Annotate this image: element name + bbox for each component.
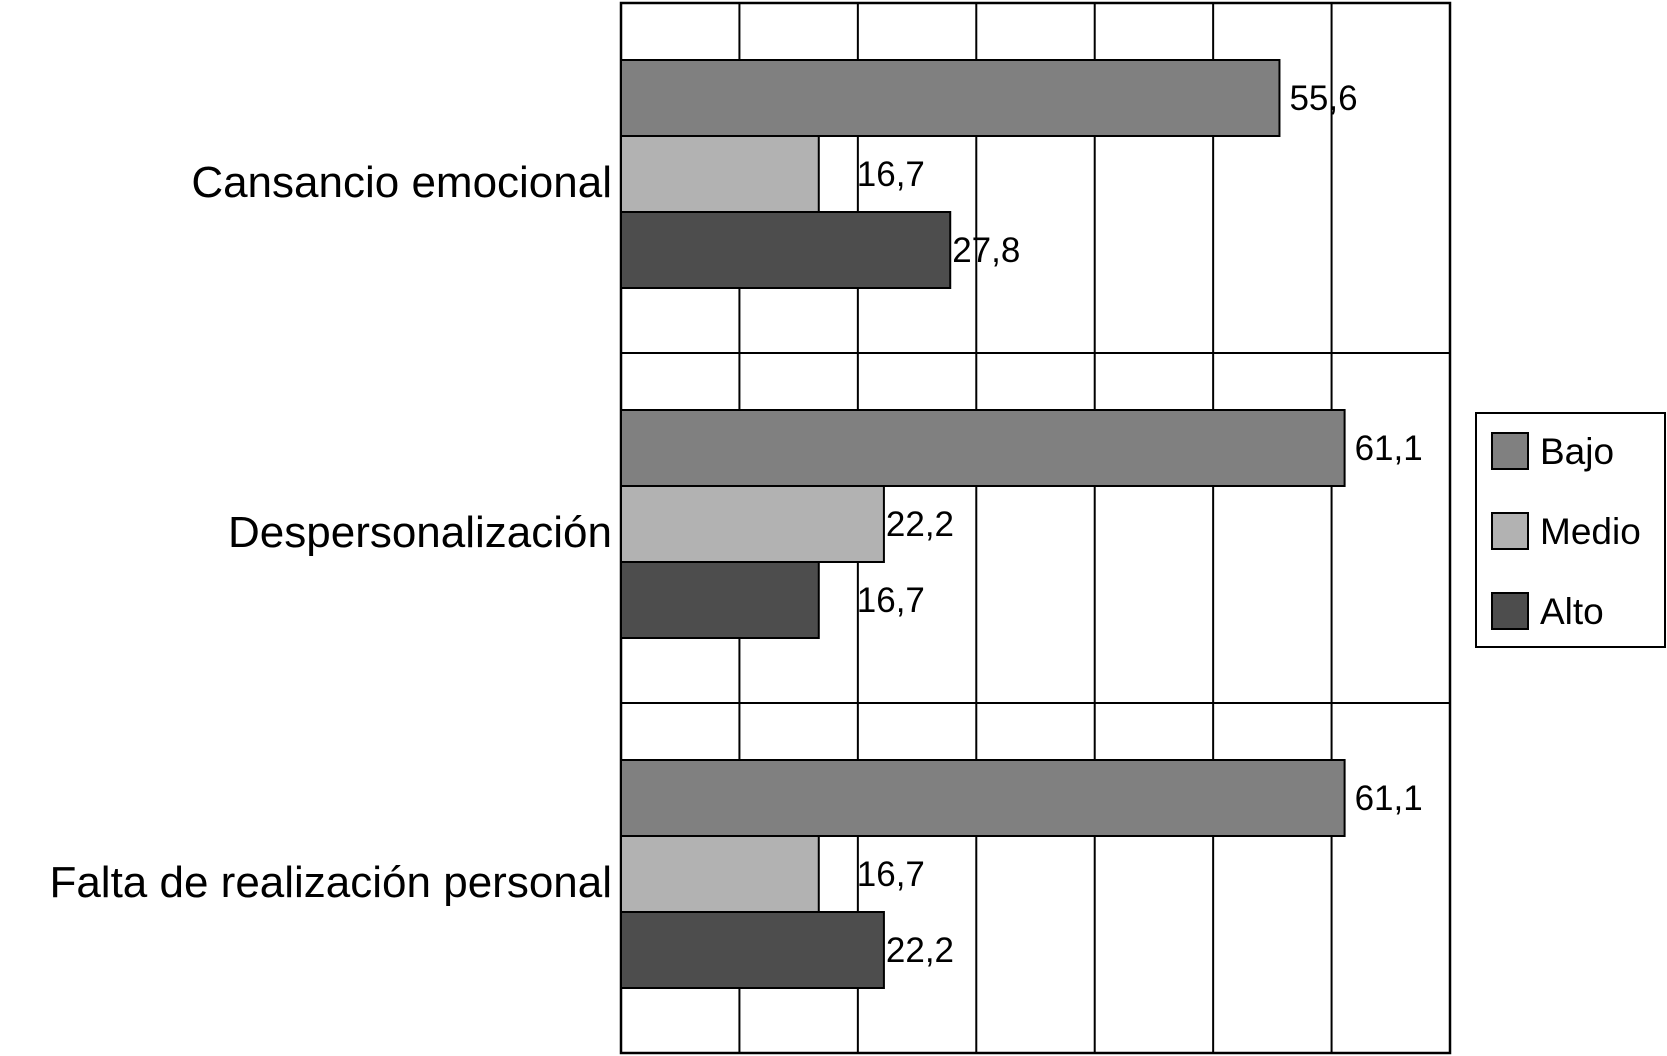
gridlines xyxy=(619,1,1452,1055)
data-label: 16,7 xyxy=(857,581,925,620)
bar-medio xyxy=(620,485,885,563)
legend-label: Medio xyxy=(1540,511,1641,552)
data-label: 55,6 xyxy=(1289,79,1357,118)
legend-label: Alto xyxy=(1540,591,1604,632)
bar-alto xyxy=(620,211,952,289)
bar-bajo xyxy=(620,59,1281,137)
bar-bajo xyxy=(620,759,1346,837)
data-label: 27,8 xyxy=(952,231,1020,270)
legend-label: Bajo xyxy=(1540,431,1614,472)
data-label: 16,7 xyxy=(857,155,925,194)
data-labels: 55,6 16,7 27,8 61,1 22,2 16,7 61,1 16,7 22,2 xyxy=(857,79,1423,970)
bars xyxy=(620,59,1346,989)
legend-swatch-alto xyxy=(1491,592,1529,630)
category-label: Despersonalización xyxy=(228,508,612,557)
data-label: 61,1 xyxy=(1355,779,1423,818)
legend: Bajo Medio Alto xyxy=(1475,412,1666,648)
legend-swatch-medio xyxy=(1491,512,1529,550)
bar-alto xyxy=(620,911,885,989)
bar-medio xyxy=(620,135,820,213)
category-label: Falta de realización personal xyxy=(49,858,612,907)
bar-medio xyxy=(620,835,820,913)
data-label: 61,1 xyxy=(1355,429,1423,468)
bar-bajo xyxy=(620,409,1346,487)
legend-swatch-bajo xyxy=(1491,432,1529,470)
category-label: Cansancio emocional xyxy=(191,158,612,207)
data-label: 22,2 xyxy=(886,505,954,544)
bar-alto xyxy=(620,561,820,639)
data-label: 16,7 xyxy=(857,855,925,894)
category-labels: Cansancio emocional Despersonalización Fal… xyxy=(49,158,612,907)
data-label: 22,2 xyxy=(886,931,954,970)
